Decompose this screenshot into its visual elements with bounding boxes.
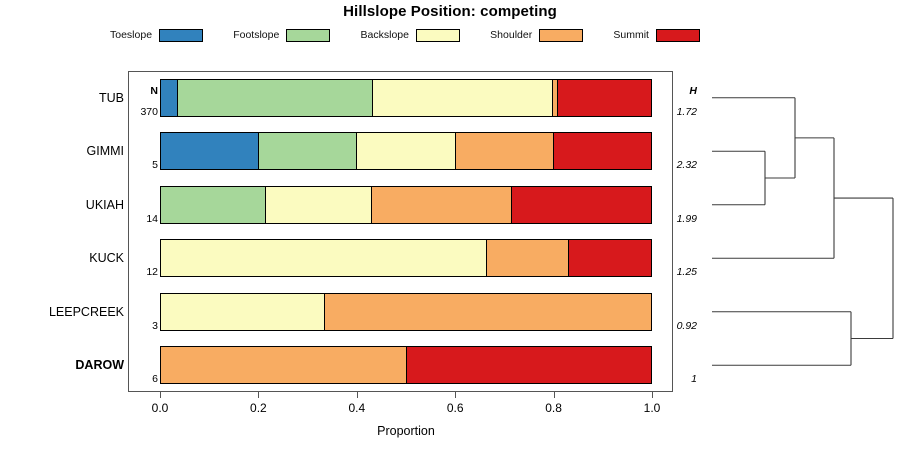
legend-item-label: Footslope xyxy=(233,29,280,41)
y-axis-label-darow: DAROW xyxy=(75,358,124,373)
bar-segment-footslope xyxy=(161,186,267,223)
x-axis-tick-label: 0.2 xyxy=(250,401,267,415)
y-axis-label-gimmi: GIMMI xyxy=(86,144,125,159)
x-axis-tick-label: 0.0 xyxy=(151,401,169,415)
bar-segment-shoulder xyxy=(161,347,407,384)
y-axis-label-kuck: KUCK xyxy=(89,251,124,266)
n-value: 5 xyxy=(152,159,158,172)
h-value: 0.92 xyxy=(676,319,697,332)
x-axis-tick-label: 0.4 xyxy=(348,401,366,415)
x-axis-tick xyxy=(553,392,555,398)
n-column-header: N xyxy=(150,85,158,97)
bar-row xyxy=(160,185,652,224)
legend: Toeslope Footslope Backslope Shoulder Summit xyxy=(110,25,700,45)
legend-item-label: Shoulder xyxy=(490,29,533,41)
y-axis-label-ukiah: UKIAH xyxy=(85,197,124,212)
bar-row xyxy=(160,78,652,117)
y-axis-label-tub: TUB xyxy=(99,90,124,105)
dendrogram-svg xyxy=(712,97,894,366)
legend-item-footslope: Footslope xyxy=(233,28,331,42)
bar-segment-backslope xyxy=(161,240,488,277)
x-axis-title: Proportion xyxy=(377,424,435,438)
n-value: 6 xyxy=(152,373,158,386)
n-value: 370 xyxy=(140,105,158,118)
legend-swatch-toeslope xyxy=(159,28,204,42)
h-value: 2.32 xyxy=(676,159,697,172)
bar-segment-backslope xyxy=(372,79,553,116)
bar-row xyxy=(160,292,652,331)
dendrogram xyxy=(700,71,900,392)
page-title: Hillslope Position: competing xyxy=(343,3,557,20)
x-axis-tick xyxy=(160,392,161,398)
bar-segment-backslope xyxy=(161,293,325,330)
h-value: 1 xyxy=(691,373,697,386)
legend-swatch-footslope xyxy=(286,28,331,42)
n-value: 3 xyxy=(152,319,158,332)
n-value: 12 xyxy=(146,266,158,279)
bar-segment-summit xyxy=(569,240,651,277)
h-value: 1.99 xyxy=(676,212,697,225)
bar-segment-shoulder xyxy=(371,186,512,223)
legend-item-label: Backslope xyxy=(360,29,409,41)
legend-item-label: Toeslope xyxy=(110,29,153,41)
legend-swatch-summit xyxy=(655,28,700,42)
bar-segment-shoulder xyxy=(487,240,570,277)
bar-segment-footslope xyxy=(259,133,358,170)
bar-segment-backslope xyxy=(266,186,372,223)
bar-segment-toeslope xyxy=(161,133,260,170)
plot-panel xyxy=(128,71,673,392)
bar-segment-summit xyxy=(557,79,651,116)
x-axis-tick-label: 0.8 xyxy=(545,401,562,415)
bar-segment-shoulder xyxy=(324,293,651,330)
bar-segment-summit xyxy=(406,347,651,384)
x-axis-tick xyxy=(455,392,457,398)
stacked-bars xyxy=(160,71,652,392)
legend-item-summit: Summit xyxy=(613,28,700,42)
y-axis-label-leepcreek: LEEPCREEK xyxy=(48,304,124,319)
bar-row xyxy=(160,346,652,385)
legend-swatch-shoulder xyxy=(539,28,584,42)
legend-swatch-backslope xyxy=(415,28,460,42)
x-axis-tick xyxy=(652,392,653,398)
h-value: 1.72 xyxy=(676,105,697,118)
y-axis-labels: TUB GIMMI UKIAH KUCK LEEPCREEK DAROW xyxy=(0,71,124,392)
legend-item-backslope: Backslope xyxy=(360,28,460,42)
x-axis-tick xyxy=(258,392,260,398)
bar-row xyxy=(160,239,652,278)
legend-item-toeslope: Toeslope xyxy=(110,28,204,42)
bar-segment-shoulder xyxy=(455,133,554,170)
h-column: H 1.72 2.32 1.99 1.25 0.92 1 xyxy=(655,71,697,392)
n-column: N 370 5 14 12 3 6 xyxy=(128,71,160,392)
bar-segment-summit xyxy=(553,133,652,170)
n-value: 14 xyxy=(146,212,158,225)
legend-item-shoulder: Shoulder xyxy=(490,28,584,42)
x-axis-tick-label: 1.0 xyxy=(643,401,661,415)
h-value: 1.25 xyxy=(676,266,697,279)
bar-row xyxy=(160,132,652,171)
bar-segment-shoulder xyxy=(552,79,558,116)
h-column-header: H xyxy=(689,85,697,97)
x-axis-tick-label: 0.6 xyxy=(446,401,464,415)
x-axis: 0.0 0.2 0.4 0.6 0.8 1.0 xyxy=(152,392,660,415)
bar-segment-footslope xyxy=(177,79,373,116)
legend-item-label: Summit xyxy=(613,29,649,41)
x-axis-tick xyxy=(356,392,358,398)
bar-segment-toeslope xyxy=(161,79,178,116)
bar-segment-summit xyxy=(511,186,651,223)
bar-segment-backslope xyxy=(357,133,456,170)
